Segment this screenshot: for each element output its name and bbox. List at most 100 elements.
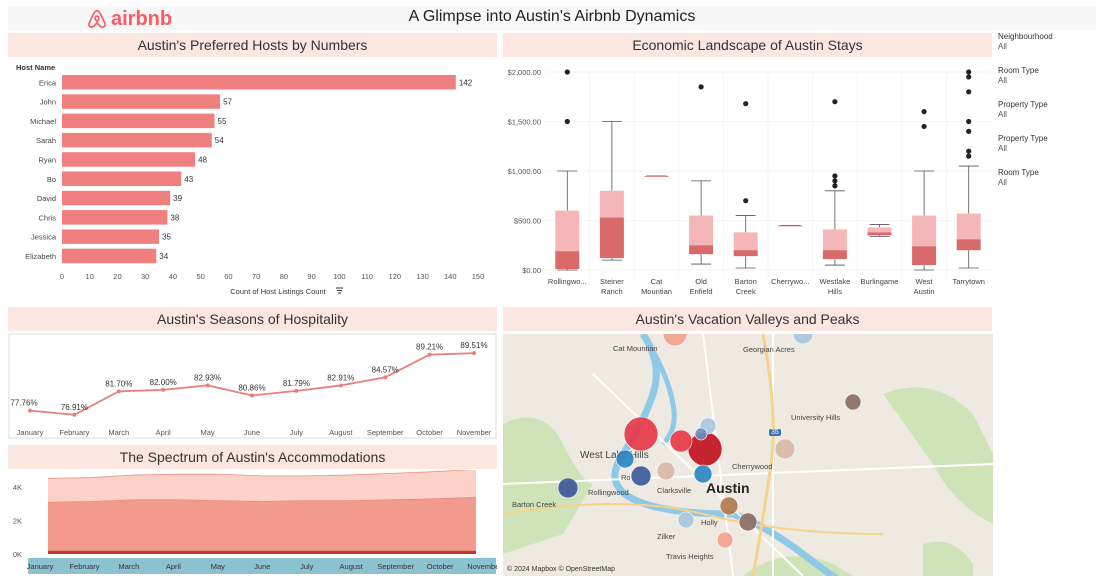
- prices-xtick: West: [916, 277, 934, 286]
- outlier-point: [743, 101, 749, 107]
- acc-xtick: June: [254, 562, 270, 571]
- occupancy-point: [294, 388, 299, 393]
- map-bubble: [719, 496, 739, 516]
- occupancy-point: [161, 387, 166, 392]
- occupancy-xtick: August: [329, 428, 353, 437]
- filter-panel: Neighbourhood All Room Type All Property T…: [998, 32, 1098, 202]
- outlier-point: [966, 118, 972, 125]
- occupancy-label: 77.76%: [10, 399, 37, 408]
- highway-shield-icon: 35: [769, 429, 781, 436]
- map-label-georgian-acres: Georgian Acres: [743, 345, 795, 354]
- filter-neighbourhood[interactable]: Neighbourhood All: [998, 32, 1053, 51]
- occupancy-point: [205, 383, 210, 388]
- outlier-point: [743, 198, 749, 204]
- map-title: Austin's Vacation Valleys and Peaks: [503, 307, 992, 331]
- map-bubble: [694, 427, 708, 441]
- map-label-holly: Holly: [701, 518, 718, 527]
- filter-property-type-2[interactable]: Property Type All: [998, 134, 1048, 153]
- vacation-map[interactable]: Cat Mountian Georgian Acres University H…: [503, 334, 993, 576]
- hosts-xtick: 0: [60, 272, 64, 281]
- filter-room-type-2[interactable]: Room Type All: [998, 168, 1039, 187]
- map-bubble: [677, 511, 695, 529]
- map-bubble: [623, 416, 659, 452]
- box-lower: [822, 250, 847, 260]
- occupancy-label: 80.86%: [238, 383, 265, 392]
- host-bar: [62, 113, 215, 129]
- outlier-point: [921, 123, 927, 130]
- occupancy-label: 81.70%: [105, 379, 132, 388]
- map-copyright: © 2024 Mapbox © OpenStreetMap: [507, 566, 615, 573]
- hosts-xtick: 20: [113, 272, 121, 281]
- host-value: 48: [198, 155, 207, 164]
- prices-xtick: Burlingame: [861, 277, 899, 286]
- prices-chart-title: Economic Landscape of Austin Stays: [503, 33, 992, 57]
- airbnb-logo[interactable]: airbnb: [86, 7, 172, 31]
- map-base: [503, 334, 993, 576]
- occupancy-xtick: May: [200, 428, 215, 437]
- acc-xtick: February: [69, 562, 99, 571]
- occupancy-xtick: February: [59, 428, 90, 437]
- hosts-xtick: 60: [224, 272, 232, 281]
- host-bar: [62, 190, 171, 206]
- acc-month-band: [28, 558, 496, 574]
- brand-name: airbnb: [111, 7, 173, 30]
- prices-ytick: $1,000.00: [508, 167, 541, 176]
- host-bar: [62, 210, 168, 225]
- map-bubble: [792, 334, 814, 345]
- host-value: 57: [223, 98, 232, 107]
- box-lower: [555, 251, 580, 270]
- map-bubble: [738, 512, 758, 532]
- acc-xtick: October: [427, 562, 454, 571]
- header-bar: [8, 6, 1096, 30]
- host-value: 39: [173, 194, 182, 203]
- sort-icon: [336, 287, 343, 294]
- host-bar: [62, 94, 221, 109]
- occupancy-xtick: November: [456, 428, 492, 437]
- occupancy-label: 89.21%: [416, 343, 443, 352]
- host-value: 142: [459, 78, 473, 87]
- prices-xtick: Austin: [914, 287, 935, 296]
- prices-xtick: Westlake: [820, 277, 851, 286]
- host-value: 43: [184, 175, 193, 184]
- host-value: 35: [162, 233, 171, 242]
- host-value: 55: [218, 117, 227, 126]
- occupancy-xtick: July: [289, 428, 304, 437]
- map-bubble: [656, 461, 676, 481]
- box-upper: [956, 213, 981, 240]
- prices-xtick: Steiner: [600, 277, 624, 286]
- host-label: Bo: [47, 175, 56, 184]
- hosts-xtick: 70: [252, 272, 260, 281]
- occupancy-label: 76.91%: [61, 403, 88, 412]
- accommodation-area: [48, 470, 476, 502]
- prices-xtick: Ranch: [601, 287, 623, 296]
- outlier-point: [966, 89, 972, 95]
- prices-ytick: $0.00: [522, 266, 541, 275]
- prices-xtick: Rollingwo...: [548, 277, 587, 286]
- box-lower: [912, 246, 937, 266]
- hosts-xtick: 80: [280, 272, 288, 281]
- box-upper: [733, 232, 758, 251]
- filter-property-type[interactable]: Property Type All: [998, 100, 1048, 119]
- occupancy-chart-title: Austin's Seasons of Hospitality: [8, 307, 497, 331]
- occupancy-point: [116, 389, 121, 394]
- prices-xtick: Tarrytown: [952, 277, 985, 286]
- hosts-xtick: 150: [472, 272, 485, 281]
- outlier-point: [832, 183, 838, 189]
- airbnb-icon: [88, 9, 106, 28]
- host-label: Erica: [39, 78, 57, 87]
- map-label-clarksville: Clarksville: [657, 486, 692, 495]
- hosts-xlabel: Count of Host Listings Count: [230, 287, 326, 296]
- occupancy-point: [427, 352, 432, 357]
- acc-xtick: July: [300, 562, 314, 571]
- prices-ytick: $2,000.00: [508, 68, 541, 77]
- box-upper: [822, 229, 847, 251]
- map-bubble: [669, 429, 693, 453]
- filter-room-type[interactable]: Room Type All: [998, 66, 1039, 85]
- hosts-xtick: 100: [333, 272, 346, 281]
- prices-ytick: $500.00: [514, 217, 541, 226]
- occupancy-point: [72, 412, 77, 417]
- accommodations-area-chart: 0K 2K 4K January February March April May June Ju…: [13, 470, 497, 574]
- outlier-point: [564, 118, 570, 125]
- acc-ytick: 0K: [13, 550, 22, 559]
- acc-xtick: November: [467, 562, 497, 571]
